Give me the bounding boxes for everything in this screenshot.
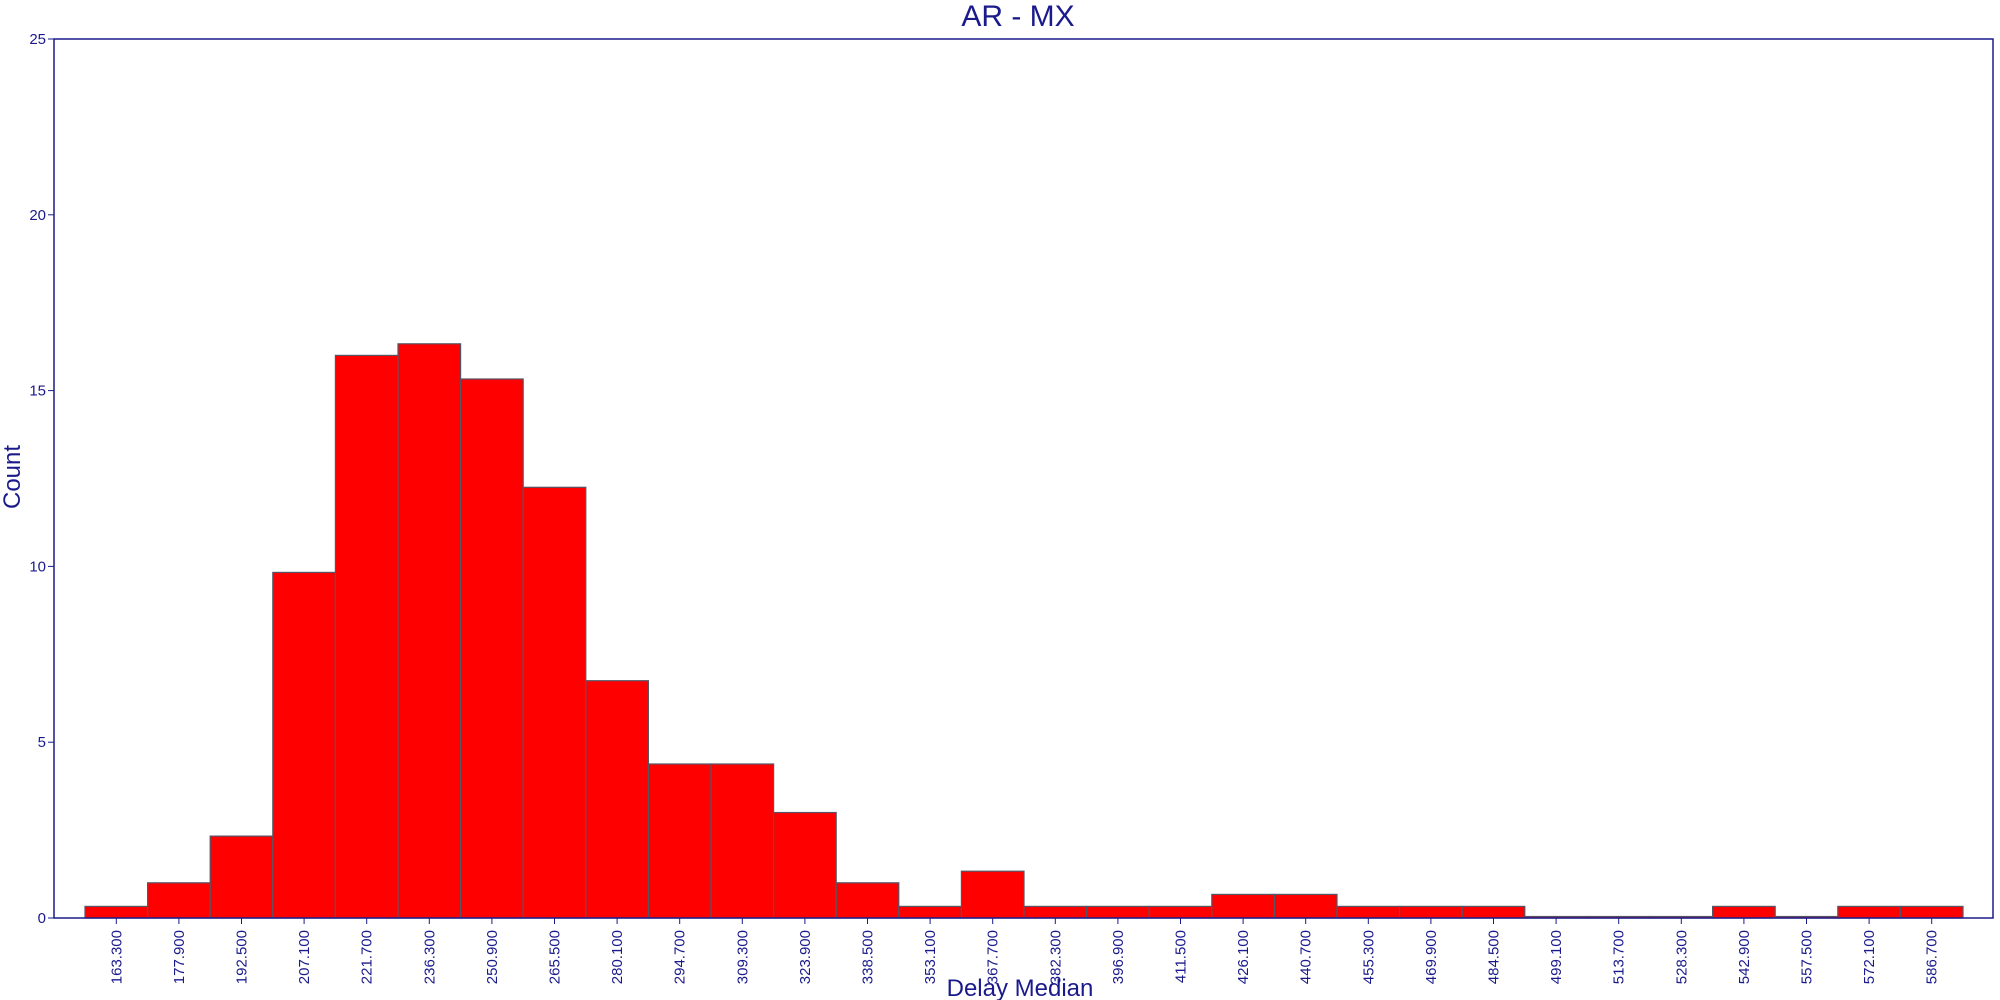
bar-309.300 [710, 763, 775, 919]
x-tick-label: 455.300 [1360, 930, 1377, 984]
x-tick-label: 207.100 [296, 930, 313, 984]
x-tick-label: 323.900 [797, 930, 814, 984]
bar-455.300 [1336, 905, 1401, 919]
x-axis-ticks: 163.300 177.900 192.500 207.100 221.700 236.3… [108, 918, 1941, 984]
bar-221.700 [334, 354, 399, 919]
bar-177.900 [147, 882, 211, 919]
x-tick-label: 426.100 [1235, 930, 1252, 984]
x-tick-label: 353.100 [922, 930, 939, 984]
bar-207.100 [272, 571, 336, 919]
x-tick-label: 528.300 [1673, 930, 1690, 984]
x-tick-label: 236.300 [421, 930, 438, 984]
x-tick-label: 484.500 [1486, 930, 1503, 984]
bar-572.100 [1837, 905, 1902, 919]
y-tick-label: 5 [38, 734, 46, 751]
bar-411.500 [1148, 905, 1213, 919]
bar-323.900 [772, 811, 837, 919]
bar-469.900 [1398, 905, 1463, 919]
bar-163.300 [84, 905, 149, 919]
bar-426.100 [1211, 893, 1276, 919]
chart-title: AR - MX [961, 0, 1074, 33]
x-tick-label: 586.700 [1924, 930, 1941, 984]
x-tick-label: 367.700 [985, 930, 1002, 984]
bar-192.500 [209, 835, 274, 919]
x-tick-label: 192.500 [234, 930, 251, 984]
bar-382.300 [1023, 905, 1088, 919]
x-tick-label: 163.300 [108, 930, 125, 984]
bar-396.900 [1085, 905, 1150, 919]
x-tick-label: 572.100 [1861, 930, 1878, 984]
x-tick-label: 280.100 [609, 930, 626, 984]
x-tick-label: 177.900 [171, 930, 188, 984]
y-tick-label: 20 [29, 207, 46, 224]
x-tick-label: 294.700 [672, 930, 689, 984]
bar-484.500 [1461, 905, 1526, 919]
y-tick-label: 15 [29, 383, 46, 400]
bar-265.500 [522, 486, 587, 919]
x-tick-label: 513.700 [1611, 930, 1628, 984]
bar-280.100 [585, 680, 649, 919]
x-tick-label: 542.900 [1736, 930, 1753, 984]
y-tick-label: 25 [29, 31, 46, 48]
x-tick-label: 499.100 [1548, 930, 1565, 984]
x-tick-label: 396.900 [1110, 930, 1127, 984]
x-tick-label: 221.700 [359, 930, 376, 984]
bar-338.500 [835, 882, 900, 919]
x-tick-label: 382.300 [1047, 930, 1064, 984]
bar-367.700 [960, 870, 1025, 919]
x-tick-label: 557.500 [1799, 930, 1816, 984]
bar-250.900 [460, 378, 524, 919]
y-axis-label: Count [0, 445, 26, 509]
bar-236.300 [397, 343, 462, 919]
bars-group [84, 343, 1964, 919]
bar-294.700 [647, 763, 712, 919]
x-tick-label: 469.900 [1423, 930, 1440, 984]
bar-440.700 [1273, 893, 1338, 919]
x-tick-label: 440.700 [1298, 930, 1315, 984]
x-tick-label: 265.500 [547, 930, 564, 984]
x-axis-label: Delay Median [947, 975, 1094, 1000]
plot-frame [53, 38, 1994, 919]
x-tick-label: 250.900 [484, 930, 501, 984]
x-tick-label: 338.500 [860, 930, 877, 984]
y-tick-label: 0 [38, 910, 46, 927]
x-tick-label: 309.300 [734, 930, 751, 984]
bar-586.700 [1899, 905, 1964, 919]
bar-353.100 [898, 905, 962, 919]
bar-542.900 [1711, 905, 1776, 919]
y-tick-label: 10 [29, 558, 46, 575]
x-tick-label: 411.500 [1173, 930, 1190, 983]
y-axis-ticks: 0 5 10 15 20 25 [29, 31, 54, 927]
